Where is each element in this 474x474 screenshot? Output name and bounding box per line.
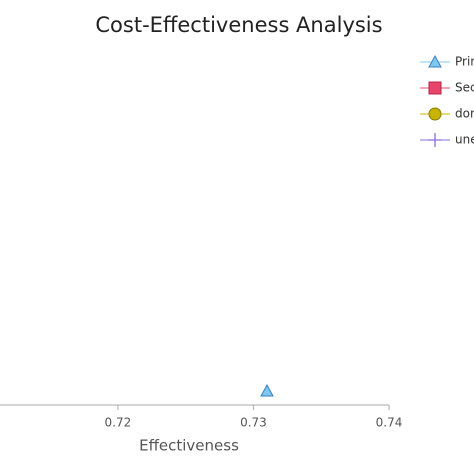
data-point (260, 383, 274, 397)
legend-label: Sec (455, 81, 474, 95)
legend-label: dor (455, 107, 474, 121)
legend-marker (428, 133, 442, 147)
legend-label: Prim (455, 55, 474, 69)
legend-marker (428, 81, 442, 95)
x-tick-label: 0.73 (240, 416, 267, 430)
chart-title: Cost-Effectiveness Analysis (95, 13, 382, 37)
x-tick-label: 0.72 (105, 416, 132, 430)
legend-marker (428, 54, 442, 68)
x-axis-label: Effectiveness (139, 437, 239, 455)
legend-label: une (455, 133, 474, 147)
legend-marker (428, 107, 442, 121)
x-tick-label: 0.74 (376, 416, 403, 430)
